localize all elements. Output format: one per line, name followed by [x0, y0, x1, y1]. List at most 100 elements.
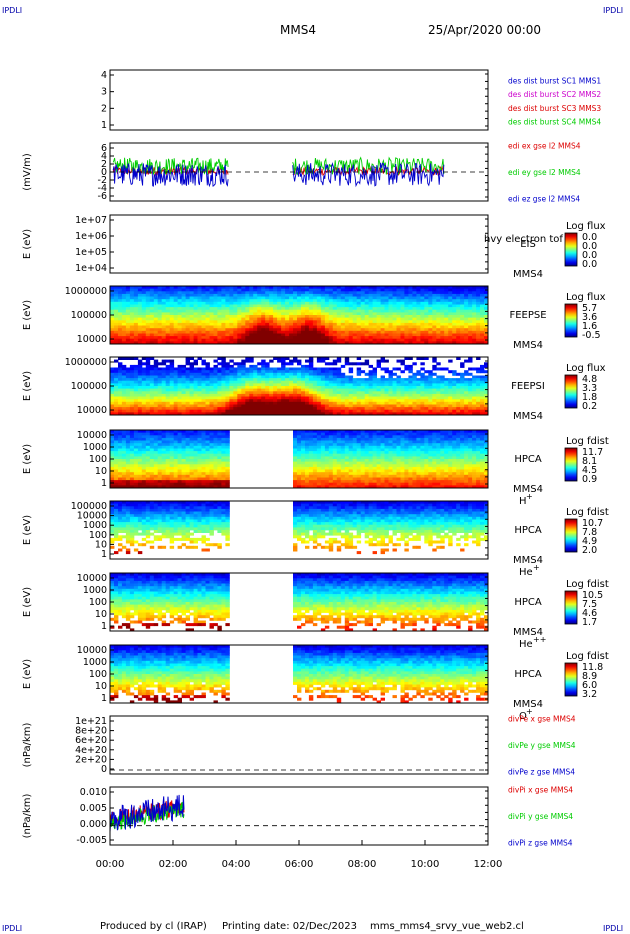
spectrogram-cell: [484, 299, 488, 303]
spectrogram-cell: [340, 333, 346, 337]
spectrogram-cell: [305, 435, 310, 439]
spectrogram-cell: [444, 325, 449, 329]
spectrogram-cell: [205, 333, 210, 337]
spectrogram-cell: [305, 466, 310, 470]
spectrogram-cell: [432, 357, 437, 360]
spectrogram-cell: [297, 404, 302, 408]
spectrogram-cell: [181, 325, 186, 329]
spectrogram-cell: [328, 391, 334, 395]
spectrogram-cell: [480, 404, 485, 408]
spectrogram-cell: [221, 435, 226, 439]
spectrogram-cell: [472, 367, 477, 371]
spectrogram-cell: [165, 288, 171, 292]
spectrogram-cell: [121, 472, 127, 476]
spectrogram-cell: [368, 401, 373, 405]
spectrogram-cell: [173, 330, 179, 334]
spectrogram-cell: [320, 440, 326, 444]
spectrogram-cell: [189, 370, 194, 374]
spectrogram-cell: [416, 357, 421, 360]
spectrogram-cell: [312, 320, 318, 324]
spectrogram-cell: [420, 299, 425, 303]
spectrogram-cell: [305, 338, 310, 342]
spectrogram-cell: [305, 461, 310, 465]
spectrogram-cell: [201, 325, 206, 329]
spectrogram-cell: [165, 286, 171, 289]
spectrogram-cell: [261, 320, 266, 324]
spectrogram-cell: [281, 399, 286, 403]
spectrogram-cell: [356, 404, 362, 408]
spectrogram-cell: [448, 320, 453, 324]
spectrogram-cell: [217, 435, 222, 439]
spectrogram-cell: [197, 466, 202, 470]
spectrogram-cell: [213, 474, 218, 478]
spectrogram-cell: [145, 485, 151, 488]
spectrogram-cell: [440, 380, 445, 384]
spectrogram-cell: [316, 430, 322, 433]
spectrogram-cell: [440, 375, 445, 379]
spectrogram-cell: [368, 317, 373, 321]
spectrogram-cell: [301, 383, 306, 387]
spectrogram-cell: [289, 317, 294, 321]
spectrogram-cell: [121, 336, 127, 340]
spectrogram-cell: [133, 367, 139, 371]
spectrogram-cell: [340, 459, 346, 462]
spectrogram-cell: [125, 336, 131, 340]
panel-content: [112, 156, 445, 188]
spectrogram-cell: [189, 393, 194, 397]
spectrogram-cell: [352, 341, 358, 344]
spectrogram-cell: [328, 437, 334, 441]
spectrogram-cell: [408, 299, 413, 303]
spectrogram-cell: [340, 338, 346, 342]
spectrogram-cell: [320, 391, 326, 395]
spectrogram-cell: [316, 482, 322, 486]
spectrogram-cell: [368, 291, 373, 295]
spectrogram-cell: [133, 485, 139, 488]
spectrogram-cell: [476, 320, 481, 324]
spectrogram-cell: [169, 474, 175, 478]
spectrogram-cell: [125, 309, 131, 313]
spectrogram-cell: [209, 474, 214, 478]
spectrogram-cell: [245, 317, 250, 321]
spectrogram-cell: [165, 396, 171, 400]
spectrogram-cell: [356, 412, 362, 415]
spectrogram-cell: [169, 448, 175, 452]
spectrogram-cell: [181, 456, 186, 460]
spectrogram-cell: [257, 325, 262, 329]
spectrogram-cell: [201, 312, 206, 316]
spectrogram-cell: [384, 293, 389, 297]
spectrogram-cell: [412, 296, 417, 300]
spectrogram-cell: [121, 461, 127, 465]
spectrogram-cell: [205, 448, 210, 452]
spectrogram-cell: [312, 299, 318, 303]
spectrogram-cell: [189, 307, 194, 311]
spectrogram-cell: [114, 448, 119, 452]
spectrogram-cell: [364, 412, 370, 415]
spectrogram-cell: [332, 466, 338, 470]
spectrogram-cell: [356, 338, 362, 342]
spectrogram-cell: [424, 293, 429, 297]
spectrogram-cell: [273, 333, 278, 337]
spectrogram-cell: [305, 469, 310, 473]
spectrogram-cell: [293, 485, 298, 488]
spectrogram-cell: [257, 296, 262, 300]
spectrogram-cell: [169, 464, 175, 468]
spectrogram-cell: [217, 409, 222, 413]
spectrogram-cell: [241, 399, 246, 403]
spectrogram-cell: [332, 372, 338, 376]
spectrogram-cell: [472, 386, 477, 389]
spectrogram-cell: [440, 304, 445, 308]
spectrogram-cell: [408, 364, 413, 368]
spectrogram-cell: [468, 383, 473, 387]
spectrogram-cell: [213, 333, 218, 337]
spectrogram-cell: [316, 456, 322, 460]
spectrogram-cell: [308, 315, 314, 318]
spectrogram-cell: [320, 322, 326, 326]
spectrogram-cell: [185, 338, 190, 342]
spectrogram-cell: [316, 341, 322, 344]
spectrogram-cell: [141, 388, 147, 392]
y-tick-label: 3: [101, 87, 107, 98]
spectrogram-cell: [149, 315, 155, 318]
spectrogram-cell: [273, 328, 278, 332]
spectrogram-cell: [384, 325, 389, 329]
spectrogram-cell: [352, 336, 358, 340]
